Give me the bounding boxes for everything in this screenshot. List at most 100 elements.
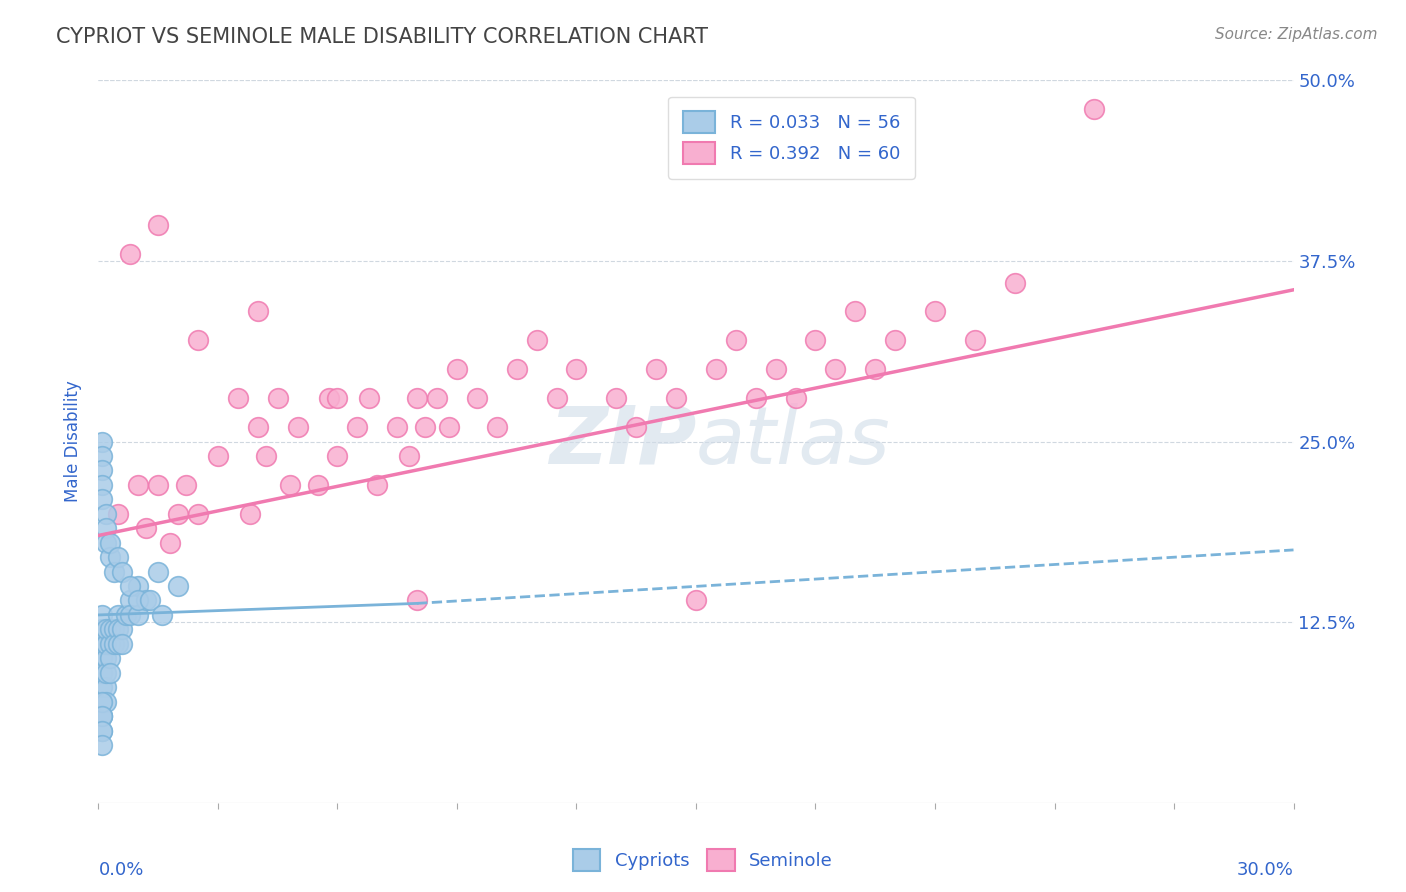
Point [91,723,114,738]
Point [426,391,449,405]
Point [139,593,162,607]
Y-axis label: Male Disability: Male Disability [65,381,83,502]
Point [804,334,827,348]
Point [366,478,388,492]
Point [96,651,118,665]
Point [96,521,118,535]
Point [91,709,114,723]
Point [485,420,508,434]
Point [91,463,114,477]
Point [187,507,209,521]
Point [98,665,122,680]
Point [844,304,866,318]
Point [98,550,122,565]
Point [765,362,787,376]
Point [645,362,668,376]
Point [96,623,118,637]
Point [91,738,114,752]
Point [267,391,290,405]
Point [824,362,846,376]
Point [91,665,114,680]
Point [254,449,277,463]
Legend: R = 0.033   N = 56, R = 0.392   N = 60: R = 0.033 N = 56, R = 0.392 N = 60 [668,96,915,178]
Point [135,521,157,535]
Point [148,565,170,579]
Point [704,362,727,376]
Point [745,391,768,405]
Point [107,623,129,637]
Point [307,478,329,492]
Point [346,420,368,434]
Point [135,593,157,607]
Point [91,723,114,738]
Point [187,334,209,348]
Point [111,623,134,637]
Point [207,449,229,463]
Point [111,637,134,651]
Point [91,449,114,463]
Point [91,434,114,449]
Point [963,334,986,348]
Point [91,709,114,723]
Point [398,449,420,463]
Point [406,593,429,607]
Point [626,420,648,434]
Point [98,651,122,665]
Point [565,362,588,376]
Point [96,695,118,709]
Point [127,579,149,593]
Point [98,535,122,549]
Point [724,334,747,348]
Point [359,391,381,405]
Point [107,507,129,521]
Point [246,304,269,318]
Point [1083,102,1105,116]
Point [98,637,122,651]
Point [318,391,340,405]
Point [239,507,262,521]
Point [785,391,807,405]
Point [150,607,173,622]
Text: 30.0%: 30.0% [1237,861,1294,879]
Point [91,623,114,637]
Point [685,593,707,607]
Point [91,695,114,709]
Point [148,218,170,232]
Point [406,391,429,405]
Point [174,478,197,492]
Point [278,478,301,492]
Point [96,680,118,694]
Point [884,334,907,348]
Point [96,507,118,521]
Point [120,593,142,607]
Point [413,420,436,434]
Point [287,420,309,434]
Point [107,607,129,622]
Point [91,637,114,651]
Point [98,623,122,637]
Point [437,420,460,434]
Point [506,362,529,376]
Point [103,623,125,637]
Point [226,391,249,405]
Point [159,535,181,549]
Point [96,637,118,651]
Point [167,579,190,593]
Point [246,420,269,434]
Point [103,565,125,579]
Point [546,391,568,405]
Point [111,565,134,579]
Point [107,550,129,565]
Point [96,535,118,549]
Text: CYPRIOT VS SEMINOLE MALE DISABILITY CORRELATION CHART: CYPRIOT VS SEMINOLE MALE DISABILITY CORR… [56,27,709,46]
Point [96,665,118,680]
Point [91,680,114,694]
Point [91,607,114,622]
Point [326,391,349,405]
Legend: Cypriots, Seminole: Cypriots, Seminole [567,842,839,879]
Point [465,391,488,405]
Point [385,420,409,434]
Text: 0.0%: 0.0% [98,861,143,879]
Point [91,709,114,723]
Point [167,507,190,521]
